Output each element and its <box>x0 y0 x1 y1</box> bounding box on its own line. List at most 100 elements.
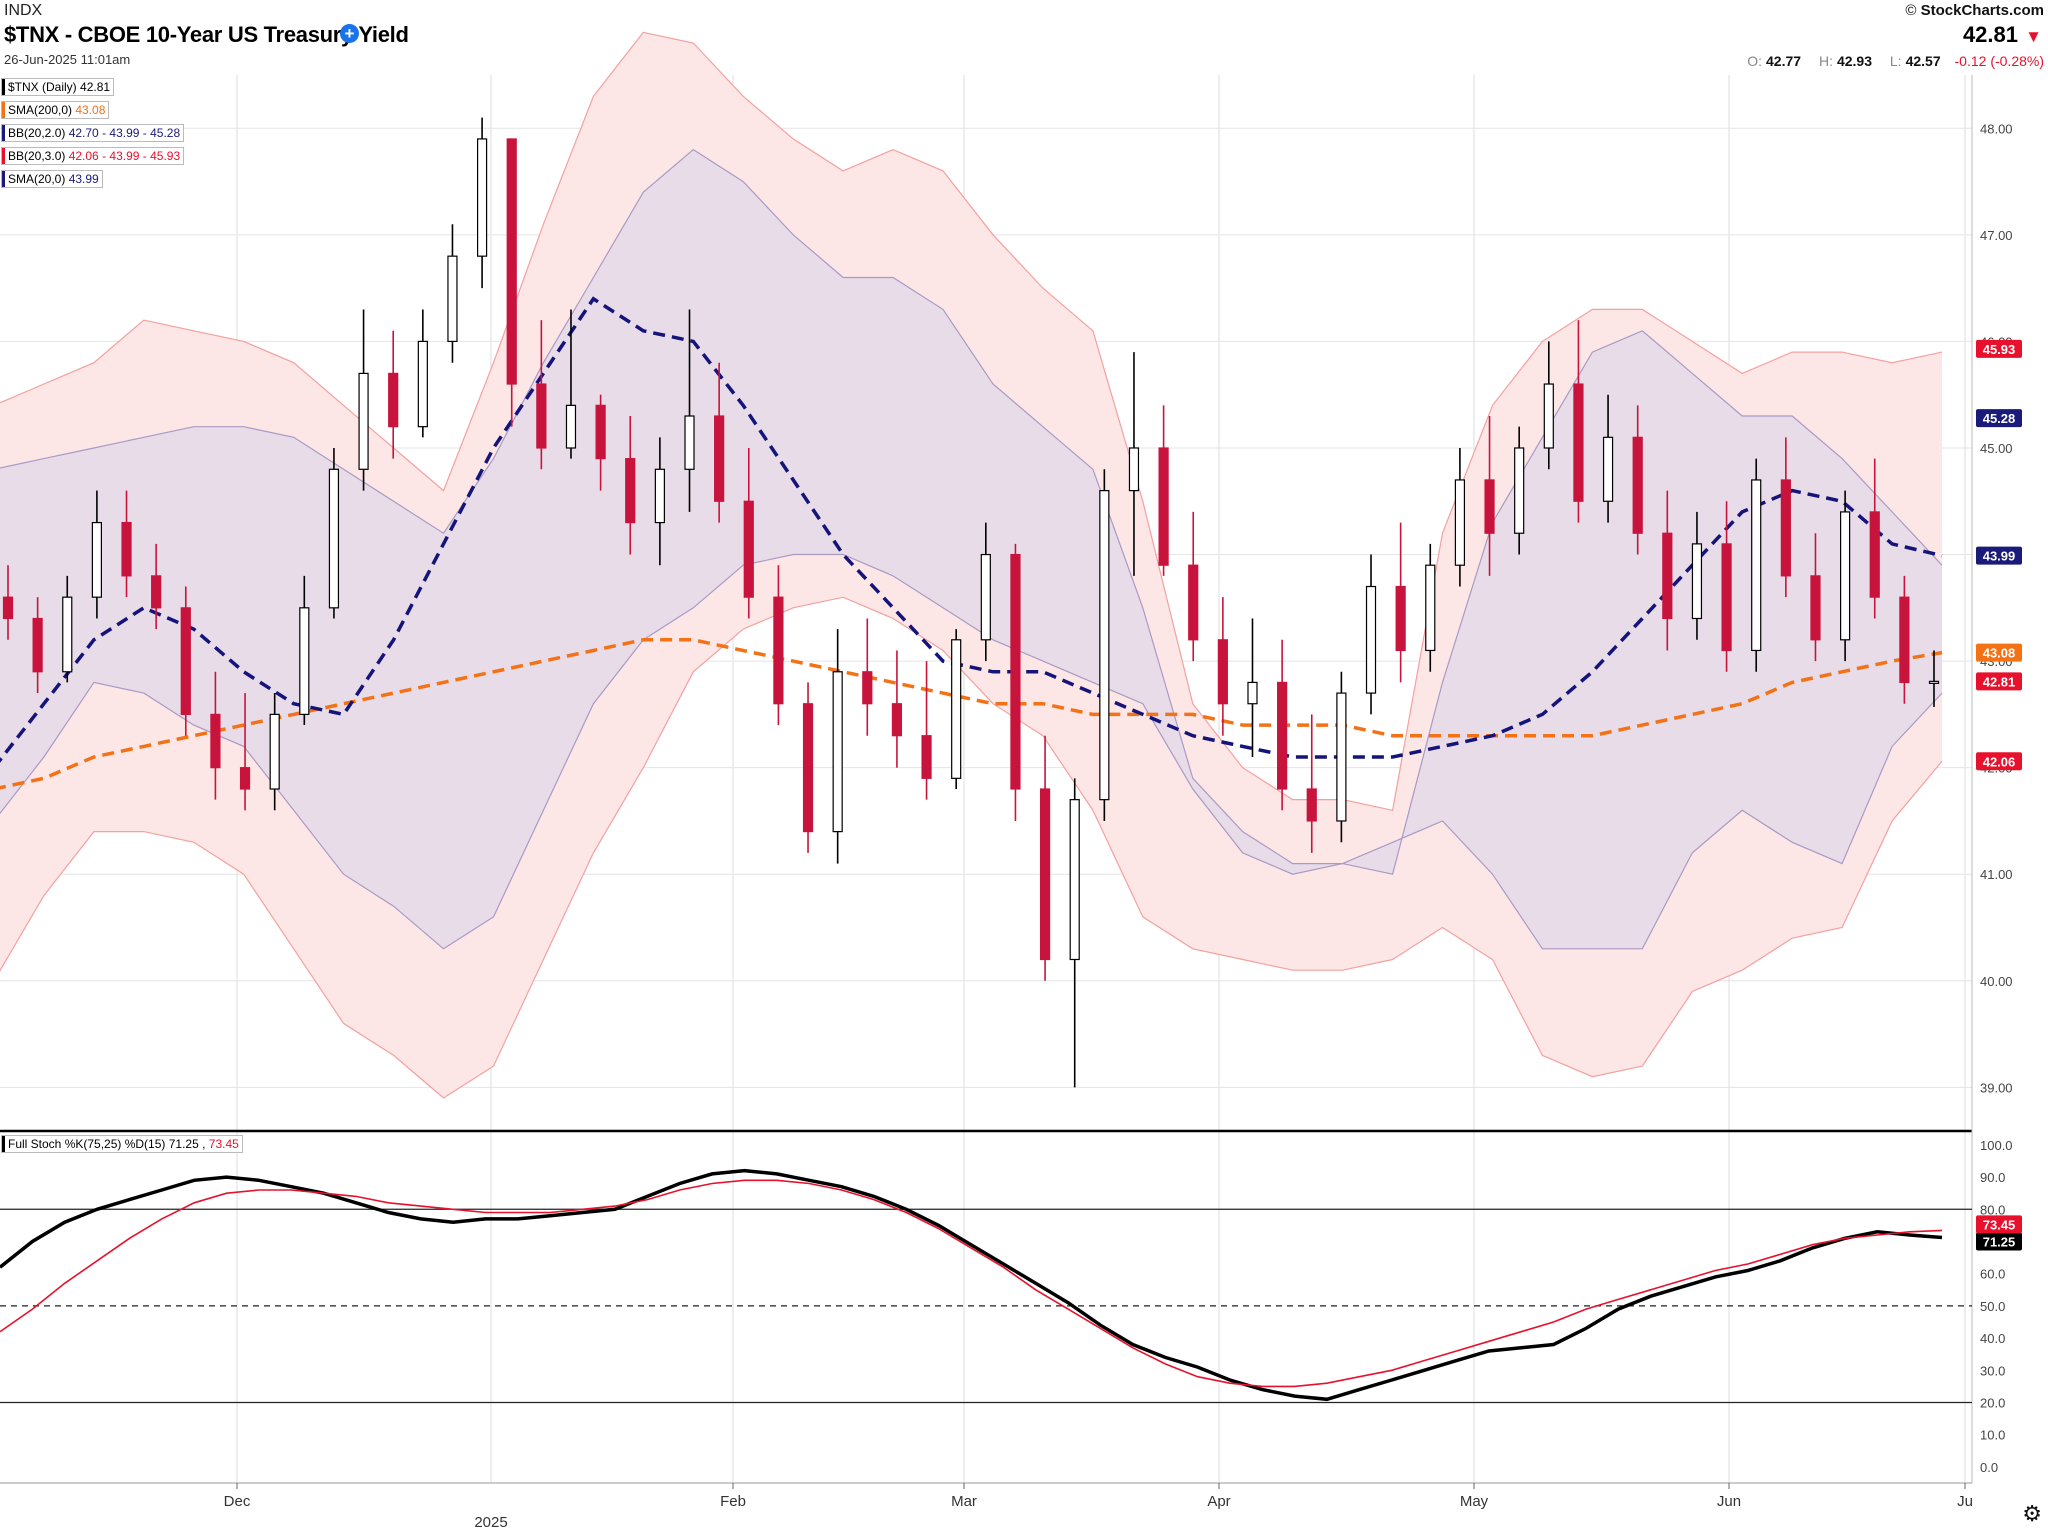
candle-body <box>1336 692 1347 822</box>
stoch-k-value: 71.25 <box>168 1137 199 1151</box>
candle-body <box>447 255 458 343</box>
candle-body <box>91 521 102 598</box>
price-tag-label: 45.93 <box>1983 342 2016 357</box>
candle-body <box>32 617 43 673</box>
candle-body <box>299 607 310 715</box>
candle-body <box>891 703 903 737</box>
y-tick-label: 41.00 <box>1980 867 2013 882</box>
last-price: 42.81 <box>1962 22 2018 47</box>
candle-body <box>1840 511 1851 641</box>
legend-label: BB(20,2.0) <box>8 126 69 140</box>
copyright-mark: © <box>1905 2 1917 19</box>
candle-body <box>832 671 843 833</box>
legend-value: 43.99 <box>68 172 99 186</box>
candle-body <box>1247 681 1258 705</box>
open-value: 42.77 <box>1766 53 1802 69</box>
candle-body <box>802 703 814 833</box>
legend-item[interactable]: BB(20,2.0) 42.70 - 43.99 - 45.28 <box>1 124 185 142</box>
legend-value: 42.81 <box>80 80 111 94</box>
candle-body <box>358 372 369 470</box>
stoch-d-line <box>0 1179 1943 1388</box>
legend-label: SMA(200,0) <box>8 103 76 117</box>
candle-body <box>862 671 873 705</box>
candle-body <box>180 607 191 715</box>
candle-body <box>1484 479 1495 534</box>
stoch-tick-label: 100.0 <box>1980 1138 2013 1153</box>
candle-body <box>921 735 932 779</box>
candle-body <box>1425 564 1436 652</box>
candle-body <box>714 415 725 502</box>
stoch-tag <box>1976 1215 2022 1234</box>
legend-separator: , <box>198 1137 209 1151</box>
chart-date: 26-Jun-2025 11:01am <box>4 52 131 67</box>
y-tick-label: 39.00 <box>1980 1080 2013 1095</box>
x-tick-label: Apr <box>1207 1493 1230 1510</box>
candle-body <box>210 713 221 769</box>
legend-item[interactable]: $TNX (Daily) 42.81 <box>1 78 115 96</box>
bb2-upper-line <box>0 148 1943 875</box>
candle-body <box>1751 479 1762 652</box>
stoch-tick-label: 90.0 <box>1980 1170 2005 1185</box>
price-tag-label: 43.99 <box>1983 549 2016 564</box>
legend-value: 42.70 - 43.99 - 45.28 <box>68 126 181 140</box>
candle-body <box>1691 543 1703 620</box>
legend-label: BB(20,3.0) <box>8 149 69 163</box>
y-tick-label: 45.00 <box>1980 441 2013 456</box>
stoch-panel-bg <box>0 1132 1972 1483</box>
candle-body <box>1454 479 1466 566</box>
legend-item[interactable]: SMA(200,0) 43.08 <box>1 101 110 119</box>
chart-header: INDX $TNX - CBOE 10-Year US Treasury Yie… <box>0 0 2048 72</box>
stoch-tick-label: 50.0 <box>1980 1299 2005 1314</box>
price-tag-label: 43.08 <box>1983 646 2016 661</box>
candle-body <box>1869 511 1880 598</box>
sma200-line <box>0 638 1943 790</box>
candle-body <box>684 415 695 470</box>
candle-body <box>1099 490 1110 801</box>
stoch-tick-label: 20.0 <box>1980 1395 2005 1410</box>
candle-body <box>1928 680 1940 684</box>
legend-item[interactable]: BB(20,3.0) 42.06 - 43.99 - 45.93 <box>1 147 185 165</box>
high-label: H: <box>1818 53 1833 69</box>
candle-body <box>1514 447 1525 534</box>
legend-swatch <box>2 102 5 118</box>
high-value: 42.93 <box>1836 53 1872 69</box>
triangle-down-icon: ▼ <box>2025 27 2042 46</box>
stoch-d-value: 73.45 <box>208 1137 239 1151</box>
candle-body <box>506 138 517 385</box>
ohlc-readout: O: 42.77 H: 42.93 L: 42.57 -0.12 (-0.28%) <box>1733 53 2044 69</box>
candle-body <box>1602 436 1614 502</box>
candle-body <box>62 596 73 673</box>
candle-body <box>595 404 606 460</box>
candle-body <box>1899 596 1910 684</box>
candle-body <box>2 596 14 620</box>
x-tick-label: May <box>1460 1493 1489 1510</box>
gear-icon[interactable]: ⚙ <box>2022 1501 2042 1526</box>
x-tick-label: Dec <box>224 1493 251 1510</box>
candle-body <box>417 340 428 428</box>
legend-label: Full Stoch %K(75,25) %D(15) <box>8 1137 169 1151</box>
y-tick-label: 40.00 <box>1980 974 2013 989</box>
stoch-tick-label: 30.0 <box>1980 1363 2005 1378</box>
candle-body <box>951 639 962 779</box>
price-tag <box>1976 546 2022 565</box>
candle-body <box>1721 543 1732 652</box>
plus-circle-icon[interactable]: + <box>340 24 359 43</box>
candle-body <box>328 468 340 609</box>
candle-body <box>1395 585 1406 652</box>
brand-logo[interactable]: © StockCharts.com <box>1905 2 2044 19</box>
candle-body <box>773 596 784 705</box>
candle-body <box>1188 564 1199 641</box>
legend-item[interactable]: SMA(20,0) 43.99 <box>1 170 103 188</box>
sma20-line <box>0 296 1943 763</box>
candle-body <box>151 575 162 609</box>
x-tick-label: Mar <box>951 1493 977 1510</box>
stoch-legend-item[interactable]: Full Stoch %K(75,25) %D(15) 71.25 , 73.4… <box>1 1135 243 1153</box>
candle-body <box>239 767 251 790</box>
low-value: 42.57 <box>1905 53 1941 69</box>
candle-body <box>476 138 488 257</box>
price-tag <box>1976 339 2022 358</box>
price-tag-label: 42.81 <box>1983 674 2016 689</box>
x-tick-label: Jun <box>1717 1493 1741 1510</box>
candle-body <box>1039 788 1051 961</box>
